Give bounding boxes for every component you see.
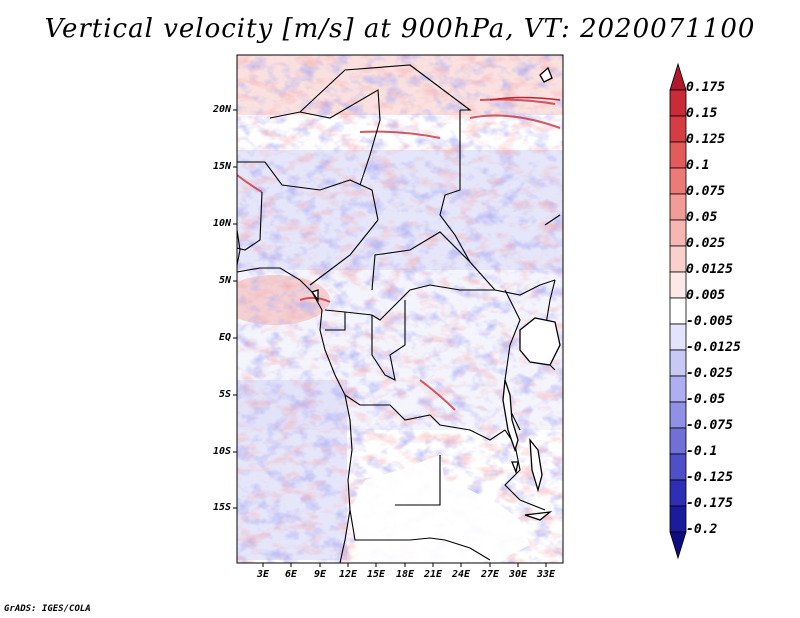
- x-label-27e: 27E: [480, 569, 500, 580]
- colorbar-label: -0.1: [686, 444, 718, 459]
- colorbar-segment: [669, 479, 687, 507]
- colorbar-label: 0.075: [686, 184, 726, 199]
- x-label-33e: 33E: [536, 569, 556, 580]
- colorbar-top-arrow: [669, 62, 687, 91]
- colorbar-label: 0.05: [686, 210, 718, 225]
- colorbar-bottom-arrow: [669, 531, 687, 560]
- y-label-5s: 5S: [218, 389, 231, 400]
- x-label-15e: 15E: [366, 569, 386, 580]
- colorbar-segment: [669, 167, 687, 195]
- map-frame: [236, 54, 564, 564]
- colorbar-label: 0.125: [686, 132, 726, 147]
- colorbar-segment: [669, 193, 687, 221]
- colorbar-segment: [669, 401, 687, 429]
- y-label-eq: EQ: [218, 332, 231, 343]
- y-label-10n: 10N: [212, 218, 231, 229]
- colorbar-segment: [669, 375, 687, 403]
- x-label-24e: 24E: [451, 569, 471, 580]
- y-label-5n: 5N: [218, 275, 231, 286]
- lakes: [310, 66, 561, 521]
- colorbar-segment: [669, 115, 687, 143]
- colorbar-segment: [669, 453, 687, 481]
- colorbar-label: -0.075: [686, 418, 733, 433]
- colorbar-label: -0.005: [686, 314, 733, 329]
- colorbar-segment: [669, 141, 687, 169]
- colorbar-label: -0.025: [686, 366, 733, 381]
- x-label-6e: 6E: [284, 569, 298, 580]
- x-label-21e: 21E: [423, 569, 443, 580]
- colorbar-segment: [669, 245, 687, 273]
- colorbar-segment: [669, 505, 687, 533]
- colorbar-label: -0.2: [686, 522, 718, 537]
- colorbar-label: 0.1: [686, 158, 710, 173]
- x-label-12e: 12E: [338, 569, 358, 580]
- x-label-9e: 9E: [313, 569, 327, 580]
- y-ticks: [233, 109, 237, 509]
- colorbar-label: 0.025: [686, 236, 726, 251]
- colorbar-label: -0.125: [686, 470, 733, 485]
- north-streak: [489, 96, 561, 101]
- colorbar-segment: [669, 271, 687, 299]
- y-label-15s: 15S: [212, 502, 231, 513]
- coastline: [237, 229, 353, 563]
- x-ticks: [262, 563, 547, 567]
- x-label-18e: 18E: [395, 569, 415, 580]
- colorbar-segment: [669, 297, 687, 325]
- footer-credit: GrADS: IGES/COLA: [4, 604, 91, 614]
- y-label-20n: 20N: [212, 104, 231, 115]
- x-label-3e: 3E: [256, 569, 270, 580]
- calm-area: [350, 455, 530, 563]
- colorbar-label: -0.05: [686, 392, 726, 407]
- colorbar-label: 0.15: [686, 106, 718, 121]
- colorbar-label: -0.0125: [686, 340, 741, 355]
- colorbar-label: -0.175: [686, 496, 733, 511]
- colorbar-label: 0.0125: [686, 262, 733, 277]
- colorbar-segment: [669, 427, 687, 455]
- colorbar-label: 0.175: [686, 80, 726, 95]
- y-label-15n: 15N: [212, 161, 231, 172]
- colorbar-label: 0.005: [686, 288, 726, 303]
- x-label-30e: 30E: [508, 569, 528, 580]
- map-title: Vertical velocity [m/s] at 900hPa, VT: 2…: [44, 14, 756, 44]
- colorbar-segment: [669, 219, 687, 247]
- y-label-10s: 10S: [212, 446, 231, 457]
- colorbar: [669, 62, 687, 560]
- map-panel: [237, 55, 563, 563]
- colorbar-segment: [669, 89, 687, 117]
- colorbar-segment: [669, 349, 687, 377]
- colorbar-segment: [669, 323, 687, 351]
